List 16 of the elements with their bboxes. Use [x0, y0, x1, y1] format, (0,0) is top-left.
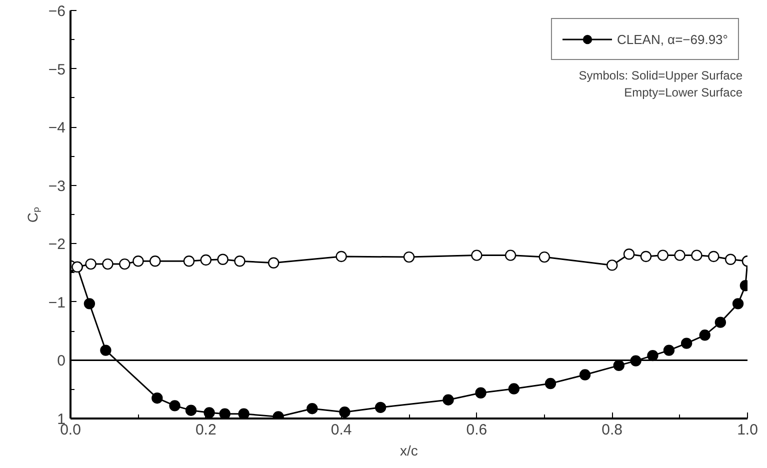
- y-tick-label: −4: [48, 120, 66, 137]
- y-axis-title: Cₚ: [24, 206, 42, 223]
- y-tick-label: 0: [57, 352, 66, 370]
- y-tick-label: −2: [48, 236, 66, 254]
- y-tick-label: −1: [48, 294, 66, 312]
- y-tick-label: −5: [48, 61, 66, 78]
- x-axis-title: x/c: [400, 442, 418, 458]
- y-tick-label: −3: [48, 178, 66, 195]
- legend-label: CLEAN, α=−69.93°: [616, 32, 728, 46]
- x-tick-label: 0.8: [602, 422, 623, 438]
- annotation: Symbols: Solid=Upper Surface Empty=Lower Surface: [578, 68, 743, 100]
- x-tick-label: 0.6: [466, 422, 488, 438]
- x-tick-label: 0.2: [195, 422, 216, 438]
- y-tick-label: −6: [48, 3, 66, 20]
- x-tick-label: 1.0: [737, 422, 758, 438]
- x-tick-label: 0.4: [330, 422, 352, 438]
